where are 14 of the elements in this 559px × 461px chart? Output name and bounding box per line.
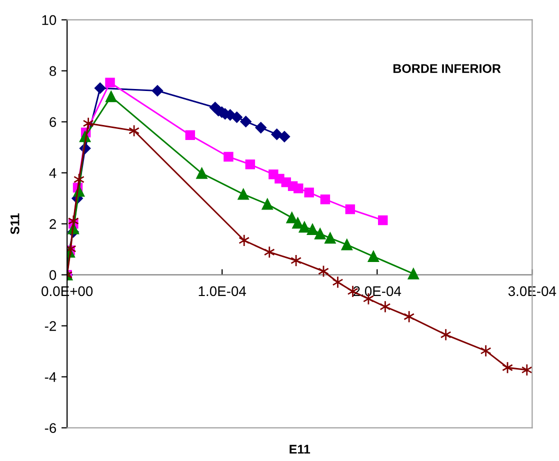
y-tick-label: 0 (49, 270, 56, 280)
annotation: BORDE INFERIOR (393, 64, 501, 73)
y-tick-label: 2 (50, 219, 56, 229)
x-tick-label: 1.0E-04 (198, 286, 246, 296)
y-tick-label: 8 (50, 66, 56, 76)
x-tick-label: 3.0E-04 (508, 286, 556, 296)
y-tick-label: 10 (42, 15, 56, 25)
y-tick-label: 6 (50, 117, 56, 127)
x-axis-title: E11 (290, 444, 310, 454)
y-tick-label: -4 (44, 372, 56, 382)
y-tick-label: -6 (44, 423, 56, 433)
y-axis-title: S11 (10, 213, 20, 234)
y-tick-label: 4 (49, 168, 56, 178)
y-tick-label: -2 (44, 321, 56, 331)
